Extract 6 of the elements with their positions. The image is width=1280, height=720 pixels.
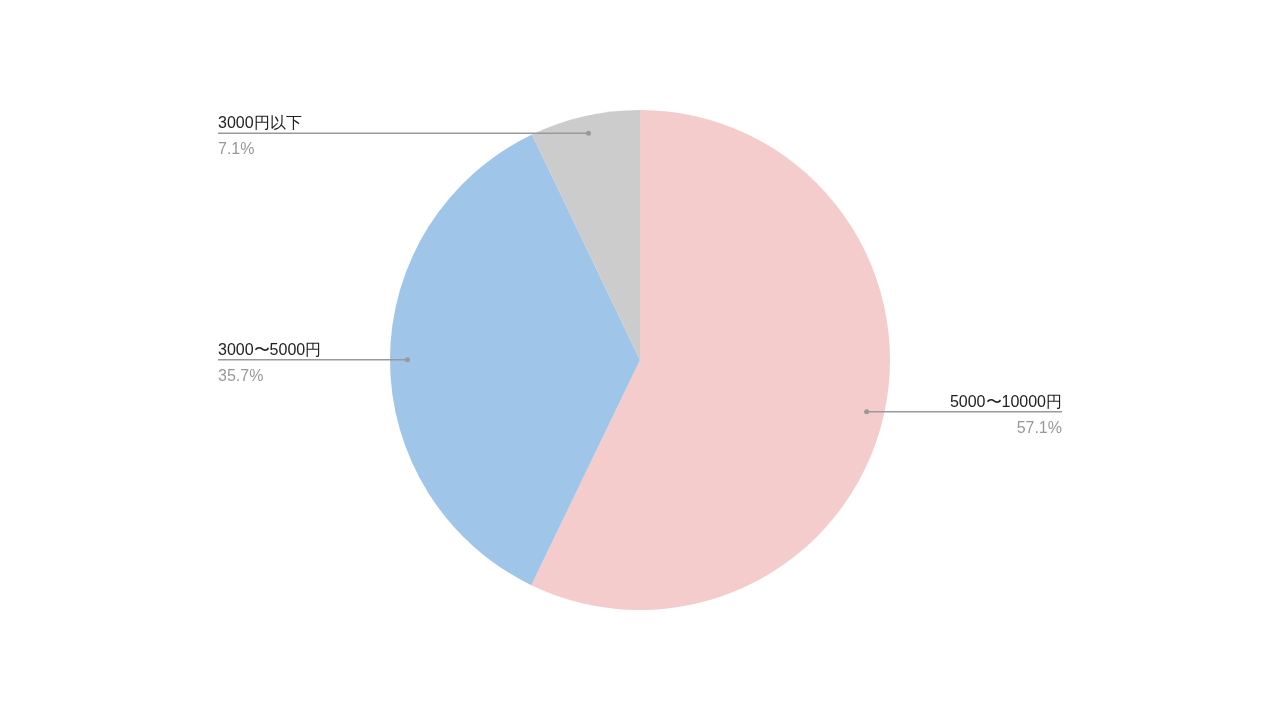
slice-label: 5000〜10000円 <box>949 392 1062 410</box>
slice-label: 3000〜5000円 <box>218 340 322 358</box>
data-label: 35.7% <box>218 366 264 384</box>
data-label: 57.1% <box>1016 418 1062 436</box>
slice-label: 3000円以下 <box>218 114 302 132</box>
data-label: 7.1% <box>218 140 255 158</box>
